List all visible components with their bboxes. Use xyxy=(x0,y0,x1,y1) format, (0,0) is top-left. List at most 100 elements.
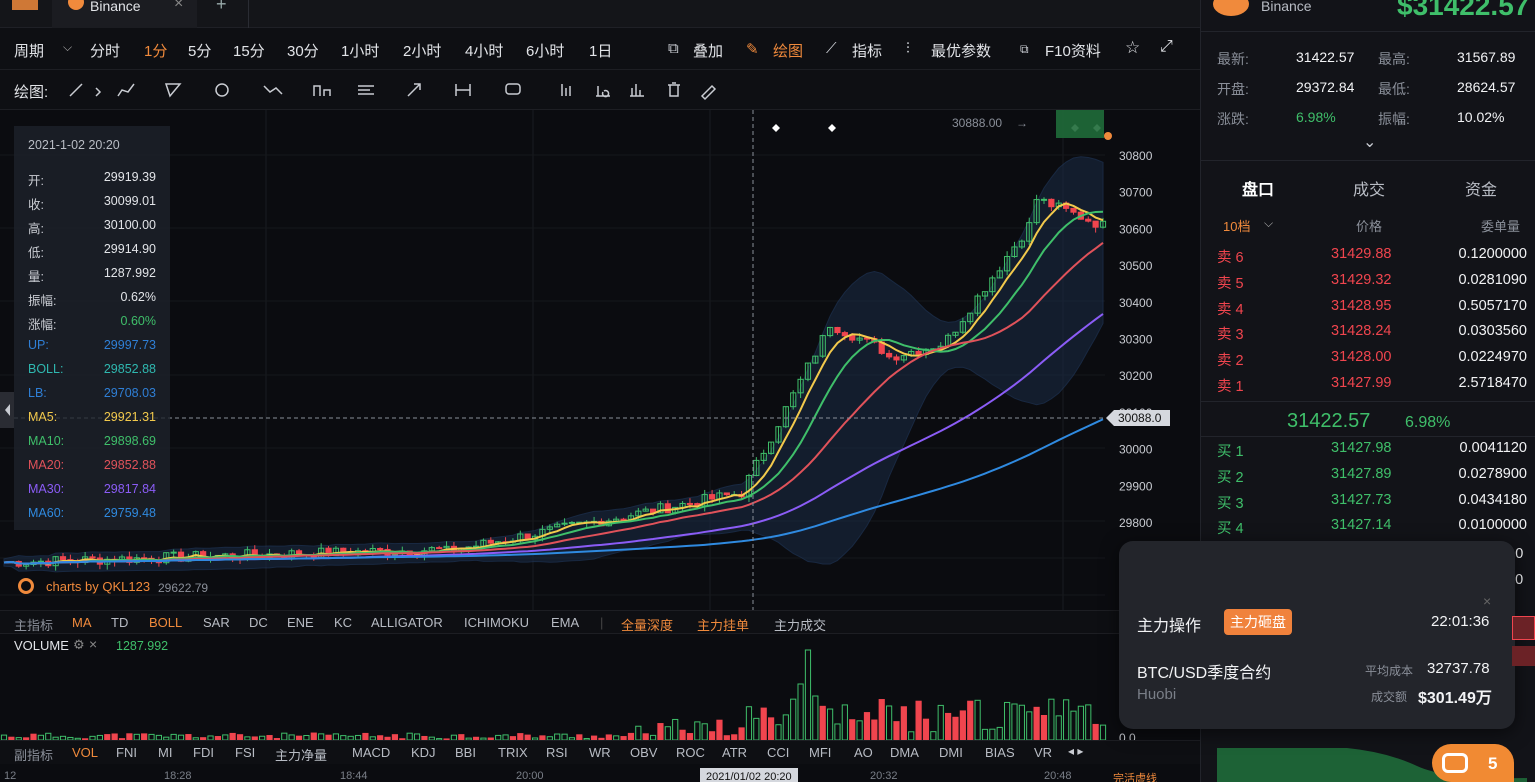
fullscreen-icon[interactable]: ⤢ xyxy=(1160,38,1173,55)
overlay-button[interactable]: 叠加 xyxy=(693,43,724,60)
time-tick-1: 18:28 xyxy=(164,770,192,782)
sub-indicator-17[interactable]: MFI xyxy=(809,745,832,760)
depth-select[interactable]: 10档 xyxy=(1223,219,1251,234)
main-indicator-10[interactable]: EMA xyxy=(551,615,580,630)
sub-indicator-10[interactable]: TRIX xyxy=(498,745,528,760)
indicator-button[interactable]: 指标 xyxy=(852,43,883,60)
right.bids-row[interactable]: 买 3 31427.73 0.0434180 xyxy=(1217,492,1527,518)
main-indicator-6[interactable]: ENE xyxy=(287,615,314,630)
period-chevron-icon[interactable]: ⌵ xyxy=(63,40,73,54)
main-indicator-3[interactable]: BOLL xyxy=(149,615,183,630)
stat-label: 最新: xyxy=(1217,51,1249,67)
sub-indicator-9[interactable]: BBI xyxy=(455,745,476,760)
popup-avg-cost-label: 平均成本 xyxy=(1365,664,1414,678)
menu-icon[interactable] xyxy=(12,0,38,10)
sub-indicator-19[interactable]: DMA xyxy=(890,745,919,760)
main-indicator-11[interactable]: 全量深度 xyxy=(621,618,674,633)
right.asks-row[interactable]: 卖 2 31428.00 0.0224970 xyxy=(1217,349,1527,375)
draw-button[interactable]: 绘图 xyxy=(773,43,804,60)
main-indicator-9[interactable]: ICHIMOKU xyxy=(464,615,529,630)
candle-body xyxy=(620,518,627,521)
f10-button[interactable]: F10资料 xyxy=(1045,43,1101,60)
assistant-fab[interactable]: 5 xyxy=(1432,744,1514,782)
period-9[interactable]: 6小时 xyxy=(526,43,565,60)
tab-close-icon[interactable]: × xyxy=(174,0,184,12)
right.asks-row[interactable]: 卖 5 31429.32 0.0281090 xyxy=(1217,272,1527,298)
sub-indicator-11[interactable]: RSI xyxy=(546,745,568,760)
sub-indicator-13[interactable]: OBV xyxy=(630,745,658,760)
period-7[interactable]: 2小时 xyxy=(403,43,442,60)
sub-indicator-18[interactable]: AO xyxy=(854,745,873,760)
sub-indicator-7[interactable]: MACD xyxy=(352,745,391,760)
bollinger-band xyxy=(3,156,1104,573)
main-indicator-4[interactable]: SAR xyxy=(203,615,230,630)
volume-bar xyxy=(642,733,649,740)
sub-indicator-1[interactable]: VOL xyxy=(72,745,99,760)
main-indicator-12[interactable]: 主力挂单 xyxy=(697,618,750,633)
drawing-tools-icons[interactable] xyxy=(66,78,726,102)
right.asks-row[interactable]: 卖 4 31428.95 0.5057170 xyxy=(1217,298,1527,324)
period-2[interactable]: 1分 xyxy=(144,43,168,60)
sub-indicator-8[interactable]: KDJ xyxy=(411,745,436,760)
right.asks-row[interactable]: 卖 3 31428.24 0.0303560 xyxy=(1217,323,1527,349)
main-indicator-1[interactable]: MA xyxy=(72,615,92,630)
sub-indicator-20[interactable]: DMI xyxy=(939,745,963,760)
sub-indicator-14[interactable]: ROC xyxy=(676,745,705,760)
candle-body xyxy=(1011,246,1018,258)
fab-count: 5 xyxy=(1488,754,1498,773)
right.asks-row[interactable]: 卖 1 31427.99 2.5718470 xyxy=(1217,375,1527,401)
main-indicator-8[interactable]: ALLIGATOR xyxy=(371,615,443,630)
right.bids-price: 31427.98 xyxy=(1331,440,1392,456)
pink-badge xyxy=(1512,616,1535,640)
candle-body xyxy=(170,551,177,554)
sub-indicator-6[interactable]: 主力净量 xyxy=(275,748,328,763)
sub-indicator-3[interactable]: MI xyxy=(158,745,173,760)
sub-scroll-arrows-icon[interactable]: ◂ ▸ xyxy=(1068,744,1084,758)
sub-indicator-5[interactable]: FSI xyxy=(235,745,256,760)
main-indicator-5[interactable]: DC xyxy=(249,615,268,630)
main-chart-svg[interactable]: 30800 30700 30600 30500 30400 30300 30200 30100… xyxy=(0,110,1200,610)
favorite-star-icon[interactable]: ☆ xyxy=(1125,38,1141,57)
orderbook-tab-0[interactable]: 盘口 xyxy=(1242,182,1275,199)
volume-settings-icon[interactable]: ⚙ xyxy=(73,637,85,652)
period-4[interactable]: 15分 xyxy=(233,43,265,60)
volume-close-icon[interactable]: × xyxy=(89,636,98,652)
sub-indicator-2[interactable]: FNI xyxy=(116,745,137,760)
depth-chevron-icon[interactable]: ⌵ xyxy=(1264,216,1274,230)
expand-chevron-icon[interactable]: ⌄ xyxy=(1363,134,1377,151)
sub-indicator-16[interactable]: CCI xyxy=(767,745,790,760)
candle-body xyxy=(1092,220,1099,228)
candlestick-chart[interactable]: 30800 30700 30600 30500 30400 30300 30200 30100… xyxy=(0,110,1200,610)
collapse-arrow-icon xyxy=(5,404,10,416)
add-tab-button[interactable]: + xyxy=(216,0,227,14)
main-indicator-13[interactable]: 主力成交 xyxy=(774,618,827,633)
right.bids-row[interactable]: 买 1 31427.98 0.0041120 xyxy=(1217,440,1527,466)
period-10[interactable]: 1日 xyxy=(589,43,613,60)
orderbook-tab-2[interactable]: 资金 xyxy=(1465,182,1498,199)
sub-indicator-12[interactable]: WR xyxy=(589,745,611,760)
popup-close-icon[interactable]: × xyxy=(1483,593,1492,609)
right.bids-row[interactable]: 买 2 31427.89 0.0278900 xyxy=(1217,466,1527,492)
period-8[interactable]: 4小时 xyxy=(465,43,504,60)
best-params-button[interactable]: 最优参数 xyxy=(931,43,992,60)
info-value: 29921.31 xyxy=(103,410,156,424)
sub-indicator-15[interactable]: ATR xyxy=(722,745,748,760)
sub-indicator-4[interactable]: FDI xyxy=(193,745,214,760)
period-1[interactable]: 分时 xyxy=(90,43,121,60)
period-6[interactable]: 1小时 xyxy=(341,43,380,60)
period-5[interactable]: 30分 xyxy=(287,43,319,60)
sub-indicator-22[interactable]: VR xyxy=(1034,745,1053,760)
time-tick-0: 12 xyxy=(4,770,17,782)
orderbook-tab-1[interactable]: 成交 xyxy=(1353,182,1386,199)
sub-indicator-21[interactable]: BIAS xyxy=(985,745,1015,760)
right.bids-row[interactable]: 买 4 31427.14 0.0100000 xyxy=(1217,517,1527,543)
period-3[interactable]: 5分 xyxy=(188,43,212,60)
time-axis-extra[interactable]: 完活虚线 xyxy=(1113,773,1157,782)
tab-binance[interactable]: Binance × xyxy=(52,0,197,28)
right.asks-row[interactable]: 卖 6 31429.88 0.1200000 xyxy=(1217,246,1527,272)
main-indicator-7[interactable]: KC xyxy=(334,615,353,630)
candle-body xyxy=(1048,198,1055,208)
main-indicator-2[interactable]: TD xyxy=(111,615,129,630)
notification-popup[interactable]: × 主力操作 主力砸盘 22:01:36 BTC/USD季度合约 平均成本 32… xyxy=(1119,541,1515,729)
right.asks-price: 31428.24 xyxy=(1331,323,1392,340)
